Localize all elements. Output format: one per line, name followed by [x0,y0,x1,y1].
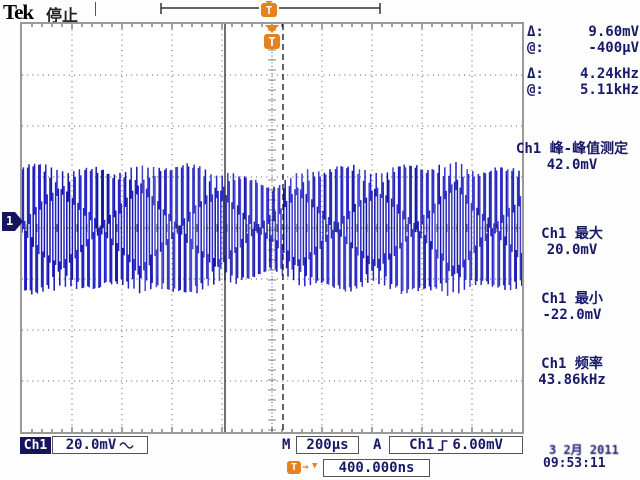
record-trigger-marker-icon [261,3,277,17]
cursor-delta-voltage: Δ: 9.60mV [527,24,639,40]
cursor-at-frequency: @: 5.11kHz [527,82,639,98]
timebase-label: M [282,437,291,453]
measurement-min-label: Ch1 最小 [541,291,603,307]
trigger-position-marker-icon: T [287,461,301,474]
at-icon: @: [527,82,544,98]
measurement-max-label: Ch1 最大 [541,226,603,242]
cursor-at-voltage: @: -400μV [527,40,639,56]
date-display: 3 2月 2011 [549,443,619,457]
measurement-max-value: 20.0mV [546,242,598,258]
delta-icon: Δ: [527,66,544,82]
tek-logo: Tek [3,0,34,24]
ac-coupling-icon [119,441,134,449]
rising-edge-icon [438,439,448,451]
channel1-position-marker[interactable]: 1 [2,212,23,231]
measurement-freq-value: 43.86kHz [538,372,606,388]
measurement-pkpk-value: 42.0mV [546,157,598,173]
cursor-at-voltage-value: -400μV [588,40,639,56]
trigger-top-marker-icon [264,34,280,49]
cursor-at-frequency-value: 5.11kHz [579,82,639,98]
vertical-scale-box[interactable]: 20.0mV [52,436,148,454]
record-view-bracket: T [158,0,384,18]
ch1-trace [22,162,522,296]
measurement-min: Ch1 最小 -22.0mV [504,291,640,323]
measurement-freq: Ch1 频率 43.86kHz [504,356,640,388]
timebase-value: 200μs [306,437,349,453]
measurement-pkpk-label: Ch1 峰-峰值测定 [515,141,629,157]
cursor-delta-frequency: Δ: 4.24kHz [527,66,639,82]
trigger-position-box[interactable]: 400.000ns [323,459,430,477]
acquisition-status: 停止 [46,8,79,25]
top-divider [95,2,96,16]
trigger-top-arrow-icon [265,25,279,33]
triangle-down-icon: ▼ [312,461,318,471]
arrow-right-icon: → [302,460,309,473]
trigger-bus-label: A [373,437,382,453]
trigger-position-value: 400.000ns [338,460,415,476]
channel1-badge[interactable]: Ch1 [20,437,51,454]
cursor-delta-voltage-value: 9.60mV [588,24,639,40]
waveform-display: T [20,22,524,434]
vertical-scale-value: 20.0mV [65,437,117,453]
at-icon: @: [527,40,544,56]
record-trigger-marker-label: T [266,4,273,17]
trigger-status-box[interactable]: Ch1 6.00mV [389,436,523,454]
trigger-source: Ch1 [409,437,435,453]
time-display: 09:53:11 [543,456,606,471]
timebase-box[interactable]: 200μs [296,436,359,454]
trigger-level: 6.00mV [452,437,503,453]
waveform-canvas: T [22,24,522,432]
measurement-max: Ch1 最大 20.0mV [504,226,640,258]
cursor-delta-frequency-value: 4.24kHz [579,66,639,82]
record-trigger-arrow-icon [265,1,273,4]
svg-text:T: T [268,35,275,49]
measurement-freq-label: Ch1 频率 [541,356,603,372]
measurement-pkpk: Ch1 峰-峰值测定 42.0mV [504,141,640,173]
measurement-min-value: -22.0mV [542,307,602,323]
delta-icon: Δ: [527,24,544,40]
